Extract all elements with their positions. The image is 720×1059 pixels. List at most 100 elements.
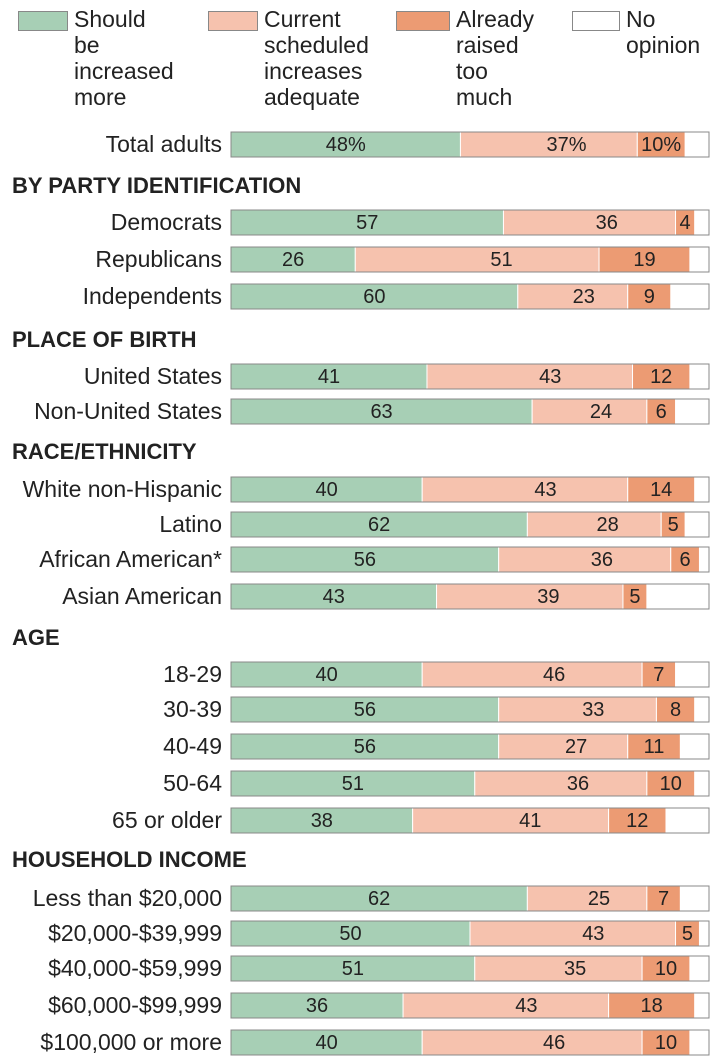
bar-outline — [230, 546, 710, 573]
data-label: 57 — [356, 212, 378, 234]
bar-outline — [230, 398, 710, 425]
bar-outline — [230, 992, 710, 1019]
bar-outline — [230, 583, 710, 610]
row-label: $100,000 or more — [40, 1029, 222, 1055]
row-label: Non-United States — [34, 398, 222, 424]
data-label: 56 — [354, 549, 376, 571]
row-label: $40,000-$59,999 — [48, 955, 222, 981]
row-label: 18-29 — [163, 661, 222, 687]
data-label: 50 — [339, 923, 361, 945]
bar-segment-adequate — [436, 583, 624, 610]
section-label: AGE — [12, 625, 60, 650]
bar-segment-adequate — [354, 246, 600, 273]
data-label: 62 — [368, 514, 390, 536]
bar-segment-adequate — [421, 476, 629, 503]
bar-segment-adequate — [498, 733, 629, 760]
bar-outline — [230, 733, 710, 760]
data-label: 25 — [588, 888, 610, 910]
data-label: 43 — [539, 366, 561, 388]
legend-swatch — [18, 11, 68, 31]
bar-outline — [230, 661, 710, 688]
bar-segment-raised-too-much — [646, 398, 677, 425]
data-label: 9 — [644, 286, 655, 308]
data-label: 12 — [626, 810, 648, 832]
data-label: 7 — [658, 888, 669, 910]
row-label: Democrats — [111, 209, 222, 235]
data-label: 63 — [370, 401, 392, 423]
bar-segment-adequate — [469, 920, 677, 947]
data-label: 36 — [596, 212, 618, 234]
row-label: Republicans — [95, 246, 222, 272]
row-label: Total adults — [106, 131, 222, 157]
bar-segment-adequate — [421, 1029, 643, 1056]
data-label: 11 — [644, 736, 665, 758]
section-label: HOUSEHOLD INCOME — [12, 847, 247, 872]
bar-outline — [230, 955, 710, 982]
bar-segment-adequate — [474, 955, 643, 982]
bar-segment-increase-more — [230, 583, 438, 610]
data-label: 6 — [680, 549, 691, 571]
section-label: RACE/ETHNICITY — [12, 439, 197, 464]
bar-outline — [230, 885, 710, 912]
data-label: 60 — [363, 286, 385, 308]
bar-outline — [230, 770, 710, 797]
row-label: 40-49 — [163, 733, 222, 759]
data-label: 46 — [543, 1032, 565, 1054]
data-label: 24 — [590, 401, 612, 423]
data-label: 46 — [543, 664, 565, 686]
data-label: 6 — [656, 401, 667, 423]
bar-segment-increase-more — [230, 209, 504, 236]
bar-outline — [230, 209, 710, 236]
data-label: 8 — [670, 699, 681, 721]
legend-label: Already raised too much — [456, 6, 534, 110]
legend-label: Current scheduled increases adequate — [264, 6, 369, 110]
data-label: 28 — [597, 514, 619, 536]
data-label: 40 — [315, 664, 337, 686]
data-label: 19 — [633, 249, 655, 271]
data-label: 56 — [354, 736, 376, 758]
bar-segment-adequate — [498, 696, 657, 723]
data-label: 40 — [315, 1032, 337, 1054]
data-label: 14 — [650, 479, 672, 501]
data-label: 51 — [490, 249, 512, 271]
legend-label: No opinion — [626, 6, 701, 58]
row-label: 65 or older — [112, 807, 222, 833]
bar-segment-adequate — [402, 992, 610, 1019]
row-label: Asian American — [62, 583, 222, 609]
bar-outline — [230, 920, 710, 947]
bar-segment-raised-too-much — [641, 661, 677, 688]
legend-swatch — [572, 11, 620, 31]
bar-outline — [230, 283, 710, 310]
row-label: United States — [84, 363, 222, 389]
data-label: 10 — [655, 958, 677, 980]
data-label: 35 — [564, 958, 586, 980]
bar-outline — [230, 1029, 710, 1056]
bar-outline — [230, 696, 710, 723]
data-label: 26 — [282, 249, 304, 271]
row-label: Latino — [159, 511, 222, 537]
bar-outline — [230, 131, 710, 158]
row-label: $20,000-$39,999 — [48, 920, 222, 946]
bar-segment-adequate — [421, 661, 643, 688]
data-label: 18 — [641, 995, 663, 1017]
bar-outline — [230, 807, 710, 834]
data-label: 39 — [537, 586, 559, 608]
row-label: African American* — [39, 546, 222, 572]
data-label: 36 — [306, 995, 328, 1017]
bar-segment-adequate — [474, 770, 648, 797]
legend-swatch — [396, 11, 450, 31]
data-label: 33 — [582, 699, 604, 721]
data-label: 4 — [680, 212, 691, 234]
data-label: 43 — [515, 995, 537, 1017]
data-label: 62 — [368, 888, 390, 910]
data-label: 5 — [682, 923, 693, 945]
data-label: 43 — [534, 479, 556, 501]
bar-segment-raised-too-much — [608, 992, 696, 1019]
data-label: 43 — [323, 586, 345, 608]
bar-segment-increase-more — [230, 131, 461, 158]
row-label: 50-64 — [163, 770, 222, 796]
data-label: 10% — [641, 134, 681, 156]
data-label: 51 — [342, 958, 364, 980]
data-label: 37% — [547, 134, 587, 156]
